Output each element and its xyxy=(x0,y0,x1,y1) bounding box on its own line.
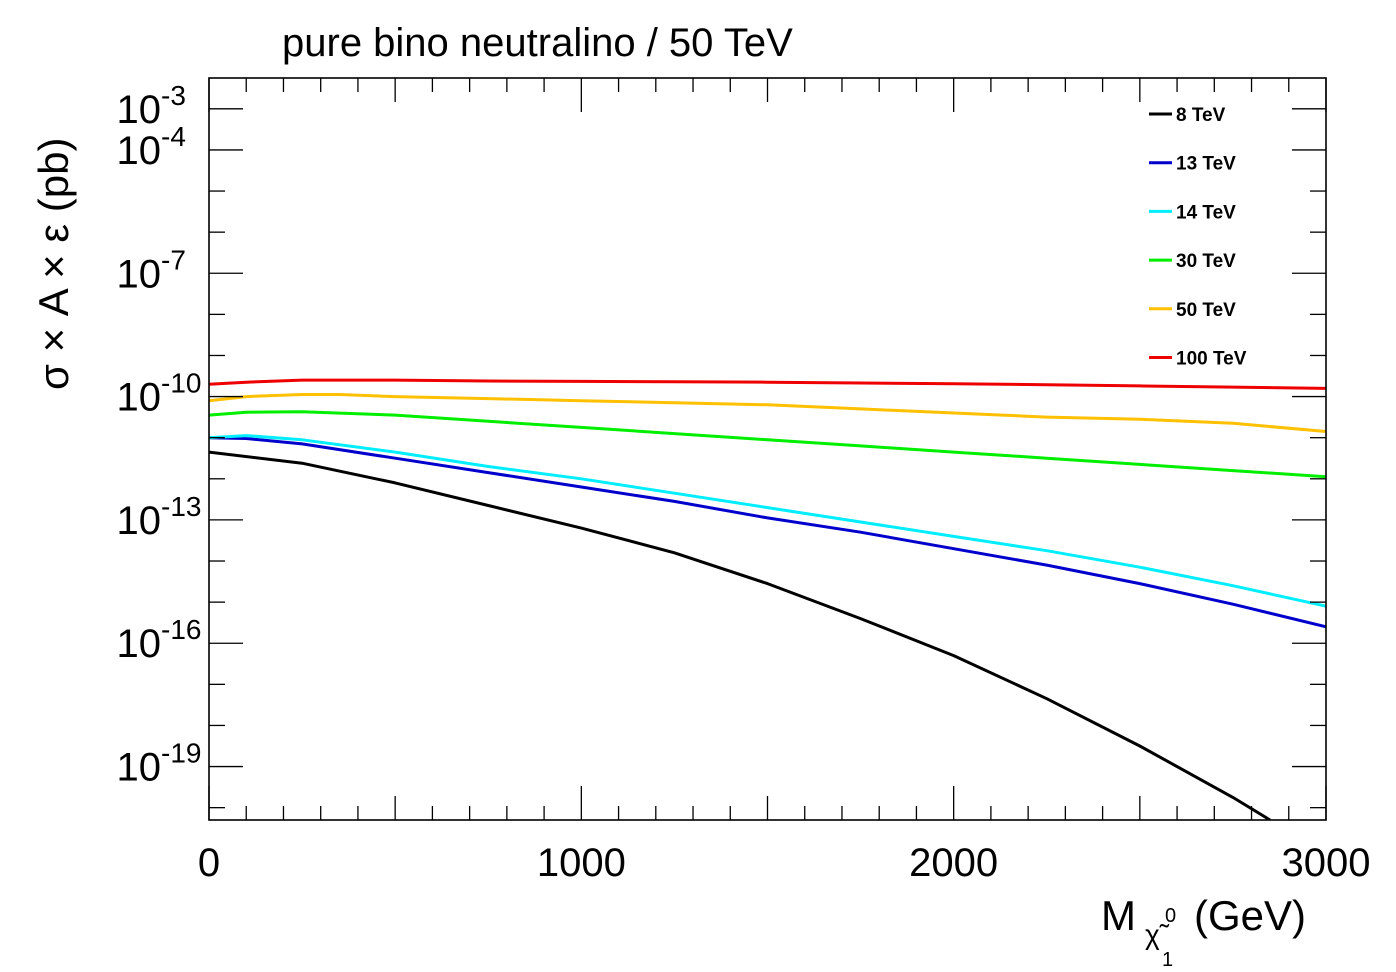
y-tick-label-exponent: -10 xyxy=(161,368,201,399)
legend-label: 8 TeV xyxy=(1176,105,1226,126)
legend-label: 50 TeV xyxy=(1176,300,1236,321)
legend-label: 100 TeV xyxy=(1176,349,1247,370)
y-tick-label: 10 xyxy=(117,129,162,173)
y-tick-label-exponent: -19 xyxy=(161,738,201,769)
y-tick-label: 10 xyxy=(117,622,162,666)
x-tick-label: 1000 xyxy=(537,841,626,885)
x-axis-title-units: (GeV) xyxy=(1194,892,1306,939)
series-line-100-tev xyxy=(209,378,1326,390)
x-axis-title-main: M xyxy=(1101,892,1136,939)
y-tick-label-exponent: -3 xyxy=(161,80,186,111)
series-line-50-tev xyxy=(209,393,1326,433)
y-tick-label-exponent: -16 xyxy=(161,614,201,645)
y-axis-title: σ × A × ε (pb) xyxy=(30,138,77,390)
y-tick-label: 10 xyxy=(117,88,162,132)
x-axis-title-sup: 0 xyxy=(1165,905,1176,927)
series-line-14-tev xyxy=(209,434,1326,608)
y-tick-label: 10 xyxy=(117,746,162,790)
y-tick-label: 10 xyxy=(117,376,162,420)
series-line-8-tev xyxy=(209,450,1271,820)
y-tick-label: 10 xyxy=(117,499,162,543)
plot-area xyxy=(209,378,1326,820)
x-tick-label: 3000 xyxy=(1282,841,1371,885)
legend-label: 30 TeV xyxy=(1176,251,1236,272)
legend-label: 14 TeV xyxy=(1176,202,1236,223)
x-axis: 0 1000 2000 3000 xyxy=(198,78,1371,885)
chart-title: pure bino neutralino / 50 TeV xyxy=(282,21,793,65)
x-tick-label: 0 xyxy=(198,841,220,885)
legend: 8 TeV 13 TeV 14 TeV 30 TeV 50 TeV 100 TeV xyxy=(1149,105,1247,370)
series-line-13-tev xyxy=(209,436,1326,629)
legend-label: 13 TeV xyxy=(1176,154,1236,175)
y-tick-label-exponent: -7 xyxy=(161,244,186,275)
x-tick-label: 2000 xyxy=(909,841,998,885)
x-axis-title-subsub: 1 xyxy=(1162,949,1173,971)
y-tick-label-exponent: -4 xyxy=(161,121,186,152)
series-line-30-tev xyxy=(209,410,1326,479)
y-tick-label-exponent: -13 xyxy=(161,491,201,522)
y-tick-label: 10 xyxy=(117,252,162,296)
x-axis-title: M χ̃ 0 1 (GeV) xyxy=(1101,892,1306,971)
